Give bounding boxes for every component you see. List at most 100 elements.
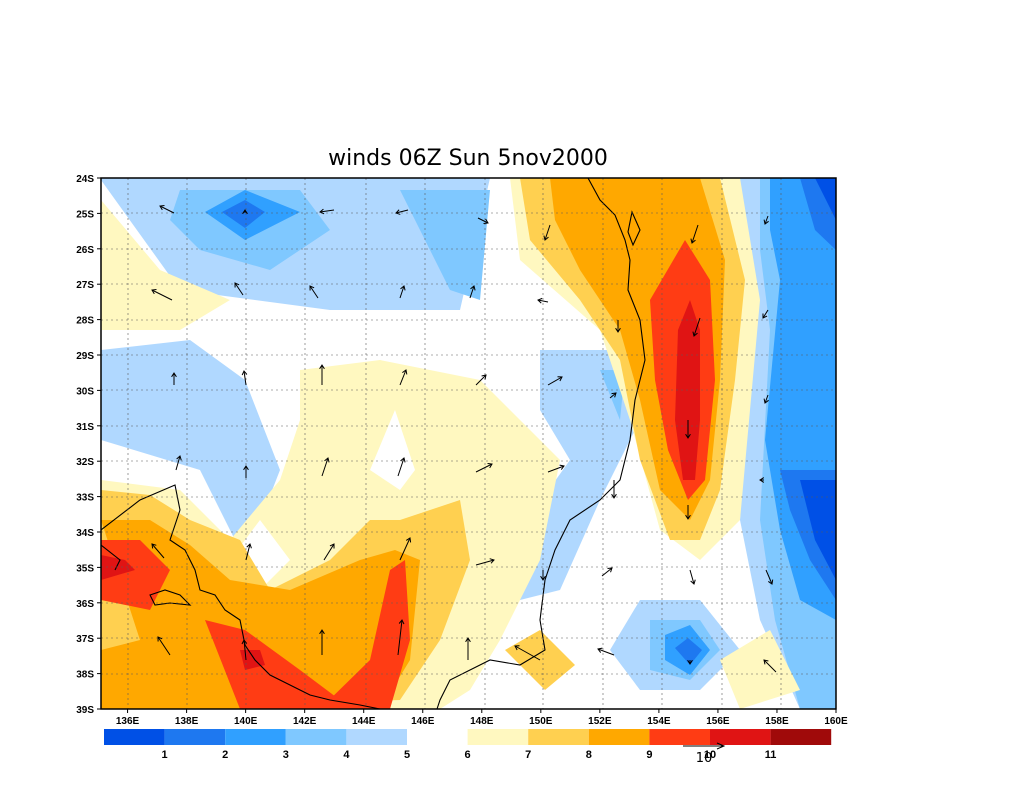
wind-arrow — [151, 543, 165, 559]
lat-label: 38S — [76, 670, 94, 681]
lat-label: 30S — [76, 386, 94, 397]
reference-vector: 10 — [683, 742, 726, 766]
wind-arrow — [763, 215, 769, 225]
speed-shading — [101, 178, 836, 709]
wind-arrow — [234, 282, 244, 296]
colorbar-label: 6 — [465, 749, 471, 761]
wind-arrow — [243, 465, 249, 478]
lon-label: 136E — [116, 716, 140, 727]
wind-arrow — [399, 285, 406, 299]
lon-label: 146E — [411, 716, 435, 727]
wind-arrow — [399, 537, 412, 561]
colorbar-label: 10 — [704, 749, 716, 761]
colorbar-label: 2 — [222, 749, 228, 761]
wind-arrow — [765, 569, 774, 585]
wind-arrow — [690, 224, 699, 244]
plot-frame — [100, 177, 837, 710]
wind-arrow — [685, 420, 691, 439]
colorbar-swatch — [225, 729, 286, 745]
wind-arrow — [689, 569, 696, 585]
wind-arrow — [475, 463, 493, 473]
lat-label: 37S — [76, 634, 94, 645]
wind-arrow — [615, 320, 621, 333]
wind-arrow — [323, 543, 335, 561]
wind-arrow — [319, 208, 335, 215]
wind-arrow — [157, 636, 171, 656]
reference-vector-label: 10 — [696, 751, 713, 766]
lon-label: 156E — [706, 716, 730, 727]
colorbar-label: 4 — [343, 749, 350, 761]
wind-arrow — [601, 567, 613, 577]
map-title: winds 06Z Sun 5nov2000 — [328, 146, 608, 171]
lat-label: 32S — [76, 457, 94, 468]
wind-arrow — [242, 209, 248, 215]
wind-arrow — [397, 619, 405, 656]
colorbar-swatch — [104, 729, 165, 745]
colorbar-swatch — [710, 729, 771, 745]
wind-arrow — [319, 629, 325, 655]
wind-arrow — [171, 372, 177, 385]
lat-label: 33S — [76, 493, 94, 504]
wind-arrow — [540, 570, 546, 581]
colorbar-label: 7 — [525, 749, 531, 761]
colorbar-swatch — [467, 729, 529, 745]
wind-arrow — [762, 309, 769, 319]
wind-arrow — [597, 647, 615, 656]
wind-arrow — [241, 370, 248, 386]
wind-arrow — [547, 376, 563, 386]
wind-arrow — [609, 392, 617, 399]
lat-label: 27S — [76, 280, 94, 291]
grid-lines — [101, 178, 836, 709]
colorbar-label: 11 — [765, 749, 777, 761]
wind-arrow — [763, 394, 769, 404]
colorbar-label: 5 — [404, 749, 410, 761]
lon-label: 140E — [234, 716, 258, 727]
wind-arrow — [611, 480, 617, 499]
wind-arrow — [514, 645, 541, 661]
colorbar-label: 8 — [586, 749, 592, 761]
colorbar-swatch — [346, 729, 407, 745]
wind-arrow — [175, 455, 182, 471]
lon-label: 144E — [352, 716, 376, 727]
wind-arrow — [543, 224, 551, 241]
lat-label: 35S — [76, 563, 94, 574]
colorbar-label: 9 — [646, 749, 652, 761]
wind-arrow — [692, 317, 701, 337]
colorbar-swatch — [588, 729, 650, 745]
latitude-labels: 24S 25S 26S 27S 28S 29S 30S 31S 32S 33S 34S 35S 36S 3… — [76, 174, 101, 716]
lon-label: 142E — [293, 716, 317, 727]
wind-arrow — [319, 364, 325, 385]
wind-arrow — [321, 457, 330, 477]
colorbar-label: 3 — [283, 749, 289, 761]
wind-arrow — [399, 369, 408, 386]
longitude-labels: 136E 138E 140E 142E 144E 146E 148E 150E 152E 154E… — [116, 709, 848, 727]
wind-arrow — [475, 374, 487, 386]
wind-arrow — [241, 639, 248, 661]
colorbar-swatch — [164, 729, 226, 745]
lat-label: 28S — [76, 316, 94, 327]
lat-label: 24S — [76, 174, 94, 185]
wind-arrow — [687, 659, 693, 665]
colorbar-swatch — [285, 729, 347, 745]
lon-label: 154E — [647, 716, 671, 727]
wind-arrow — [309, 285, 319, 299]
wind-arrow — [763, 659, 777, 673]
wind-arrow — [151, 289, 173, 301]
lat-label: 34S — [76, 528, 94, 539]
wind-arrow — [477, 217, 489, 224]
colorbar-swatch — [770, 729, 832, 745]
lon-label: 158E — [765, 716, 789, 727]
wind-arrow — [245, 543, 252, 561]
colorbar-swatch — [528, 729, 589, 745]
lat-label: 36S — [76, 599, 94, 610]
wind-arrow — [465, 637, 471, 660]
coastline — [101, 178, 646, 709]
wind-arrow — [469, 285, 476, 299]
lat-label: 31S — [76, 422, 94, 433]
lon-label: 152E — [588, 716, 612, 727]
wind-arrow — [685, 505, 691, 520]
wind-arrow — [537, 297, 549, 304]
lat-label: 39S — [76, 705, 94, 716]
wind-arrow — [395, 209, 409, 215]
